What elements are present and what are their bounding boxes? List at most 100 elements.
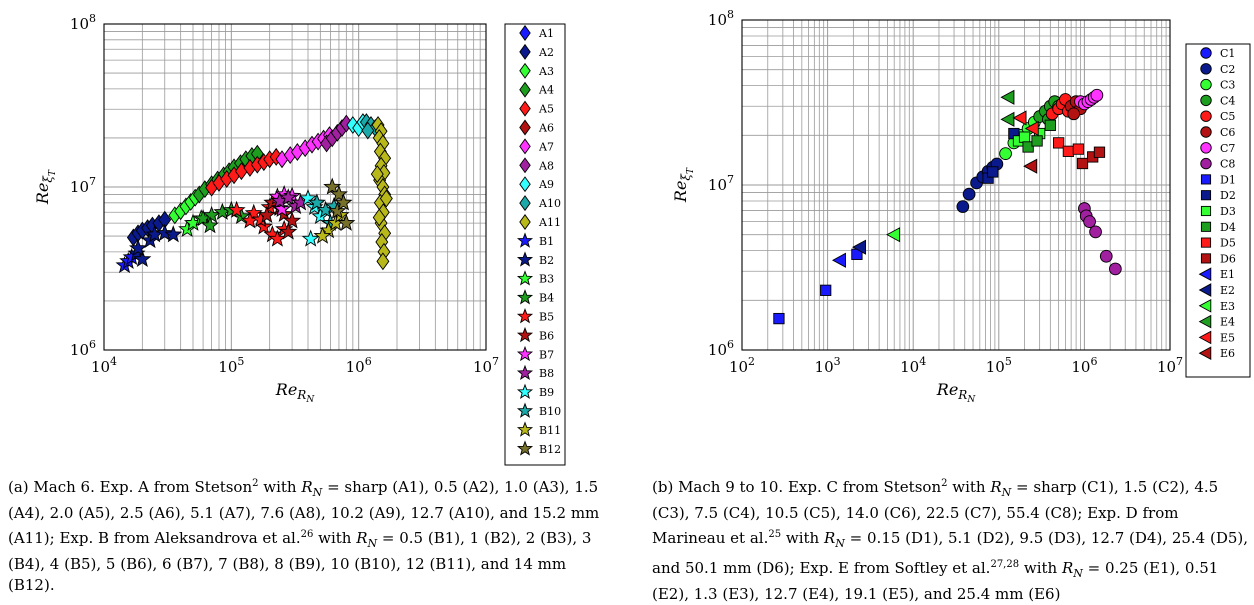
legend-label: E1: [1220, 268, 1235, 281]
data-point-star: [200, 216, 220, 234]
grid-a: [103, 24, 486, 351]
data-point-star: [202, 205, 221, 224]
data-point-square: [987, 166, 999, 178]
legend-marker: [516, 326, 534, 343]
data-point-star: [329, 184, 348, 203]
data-point-diamond: [361, 121, 375, 140]
data-point-circle: [999, 147, 1012, 160]
legend-label: B11: [539, 424, 561, 437]
data-a: [115, 113, 393, 274]
legend-label: C5: [1220, 110, 1235, 123]
legend-marker: [516, 232, 534, 248]
data-point-triangle: [1023, 158, 1038, 174]
legend-label: A9: [538, 178, 554, 191]
legend-label: B1: [539, 235, 554, 248]
legend-marker: [1200, 237, 1212, 248]
legend-label: A10: [538, 197, 561, 210]
legend-label: A4: [538, 84, 554, 97]
plot-frame-a: [103, 23, 487, 351]
legend-label: E2: [1220, 284, 1235, 297]
data-point-square: [1044, 119, 1056, 131]
legend-label: C1: [1220, 47, 1235, 60]
legend-a: A1 A2 A3 A4 A5 A6 A7 A8 A9 A10 A11 B1 B2 B3 B4 B5 B6 B7 B8…: [504, 23, 566, 466]
legend-marker: [516, 421, 534, 437]
data-point-diamond: [376, 252, 390, 271]
panel-a: 104 105 106 107106107108ReRNReξTA1A2A3A4A5A…: [33, 12, 566, 466]
legend-marker: [519, 157, 531, 174]
y-axis-label: ReξT: [671, 167, 696, 203]
data-point-triangle: [886, 227, 901, 243]
data-point-square: [1062, 145, 1075, 157]
data-point-diamond: [370, 165, 384, 184]
legend-marker: [1200, 205, 1212, 217]
data-point-square: [773, 312, 785, 325]
data-point-circle: [1090, 88, 1104, 102]
data-point-triangle: [852, 239, 866, 255]
data-point-square: [1072, 143, 1084, 155]
legend-label: D6: [1220, 252, 1236, 265]
y-axis-label: ReξT: [33, 169, 58, 205]
legend-label: B2: [539, 254, 554, 267]
legend-label: D2: [1220, 189, 1236, 202]
legend-marker: [1200, 110, 1212, 122]
x-axis-label: ReRN: [275, 380, 316, 405]
legend-marker: [519, 100, 531, 117]
legend-marker: [519, 62, 531, 79]
legend-marker: [1198, 330, 1212, 345]
legend-marker: [519, 81, 531, 98]
data-point-star: [298, 189, 318, 207]
data-point-triangle: [1024, 120, 1039, 137]
legend-marker: [516, 308, 534, 324]
x-tick-label: 104: [900, 355, 926, 376]
legend-box: [504, 23, 566, 466]
x-tick-label: 106: [346, 355, 372, 376]
legend-label: A7: [538, 140, 554, 153]
data-point-square: [1018, 131, 1031, 143]
data-point-diamond: [379, 189, 393, 208]
data-point-triangle: [1000, 111, 1015, 127]
legend-marker: [1198, 298, 1212, 313]
legend-label: E5: [1220, 331, 1235, 344]
legend-marker: [519, 214, 531, 230]
x-tick-label: 105: [218, 355, 244, 376]
data-point-circle: [1083, 215, 1096, 228]
y-tick-label: 106: [708, 338, 734, 359]
legend-marker: [1198, 283, 1212, 297]
legend-marker: [519, 25, 531, 41]
x-tick-label: 106: [1071, 355, 1097, 376]
data-point-square: [1093, 146, 1106, 158]
legend-label: D4: [1220, 221, 1236, 234]
data-point-star: [128, 238, 148, 257]
data-point-triangle: [1012, 110, 1027, 126]
legend-label: D1: [1220, 173, 1236, 186]
legend-marker: [1200, 47, 1212, 59]
data-point-star: [283, 211, 302, 229]
caption-b: (b) Mach 9 to 10. Exp. C from Stetson2 w…: [652, 478, 1249, 603]
x-tick-label: 103: [815, 355, 841, 376]
data-point-circle: [1099, 249, 1113, 263]
data-point-star: [313, 226, 332, 244]
data-point-circle: [1109, 262, 1122, 276]
legend-label: D3: [1220, 205, 1236, 218]
legend-label: B6: [539, 329, 554, 342]
legend-marker: [1200, 142, 1212, 154]
legend-marker: [1198, 346, 1212, 361]
legend-marker: [516, 270, 534, 286]
legend-label: B10: [539, 405, 561, 418]
legend-marker: [519, 138, 531, 155]
y-tick-label: 107: [708, 173, 734, 194]
data-point-star: [155, 223, 174, 241]
data-point-square: [1022, 141, 1034, 153]
legend-label: E4: [1220, 316, 1235, 329]
data-point-circle: [962, 187, 976, 201]
y-tick-label: 108: [708, 8, 734, 29]
panel-b: 102 103 104 105 106 107106107108ReRNReξTC1C2C…: [671, 8, 1251, 405]
legend-label: C3: [1220, 79, 1235, 92]
legend-box: [1185, 43, 1251, 378]
legend-marker: [516, 440, 534, 456]
legend-marker: [1200, 63, 1212, 75]
legend-label: C4: [1220, 94, 1235, 107]
caption-a: (a) Mach 6. Exp. A from Stetson2 with RN…: [8, 478, 600, 594]
legend-label: B5: [539, 311, 554, 324]
